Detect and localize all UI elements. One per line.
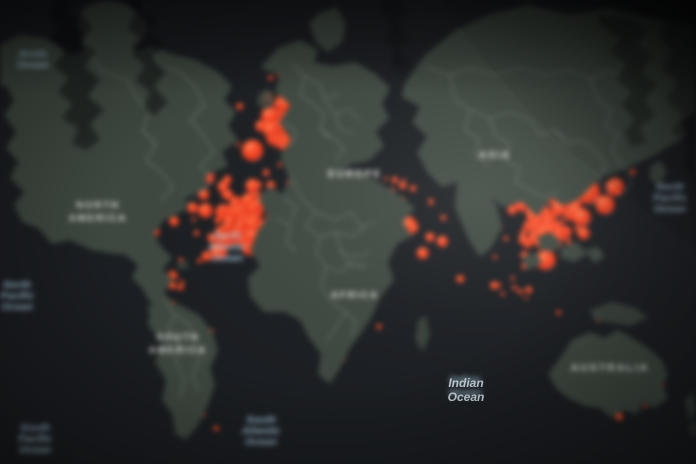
svg-text:Indian: Indian bbox=[448, 376, 483, 390]
svg-text:Ocean: Ocean bbox=[448, 390, 485, 404]
